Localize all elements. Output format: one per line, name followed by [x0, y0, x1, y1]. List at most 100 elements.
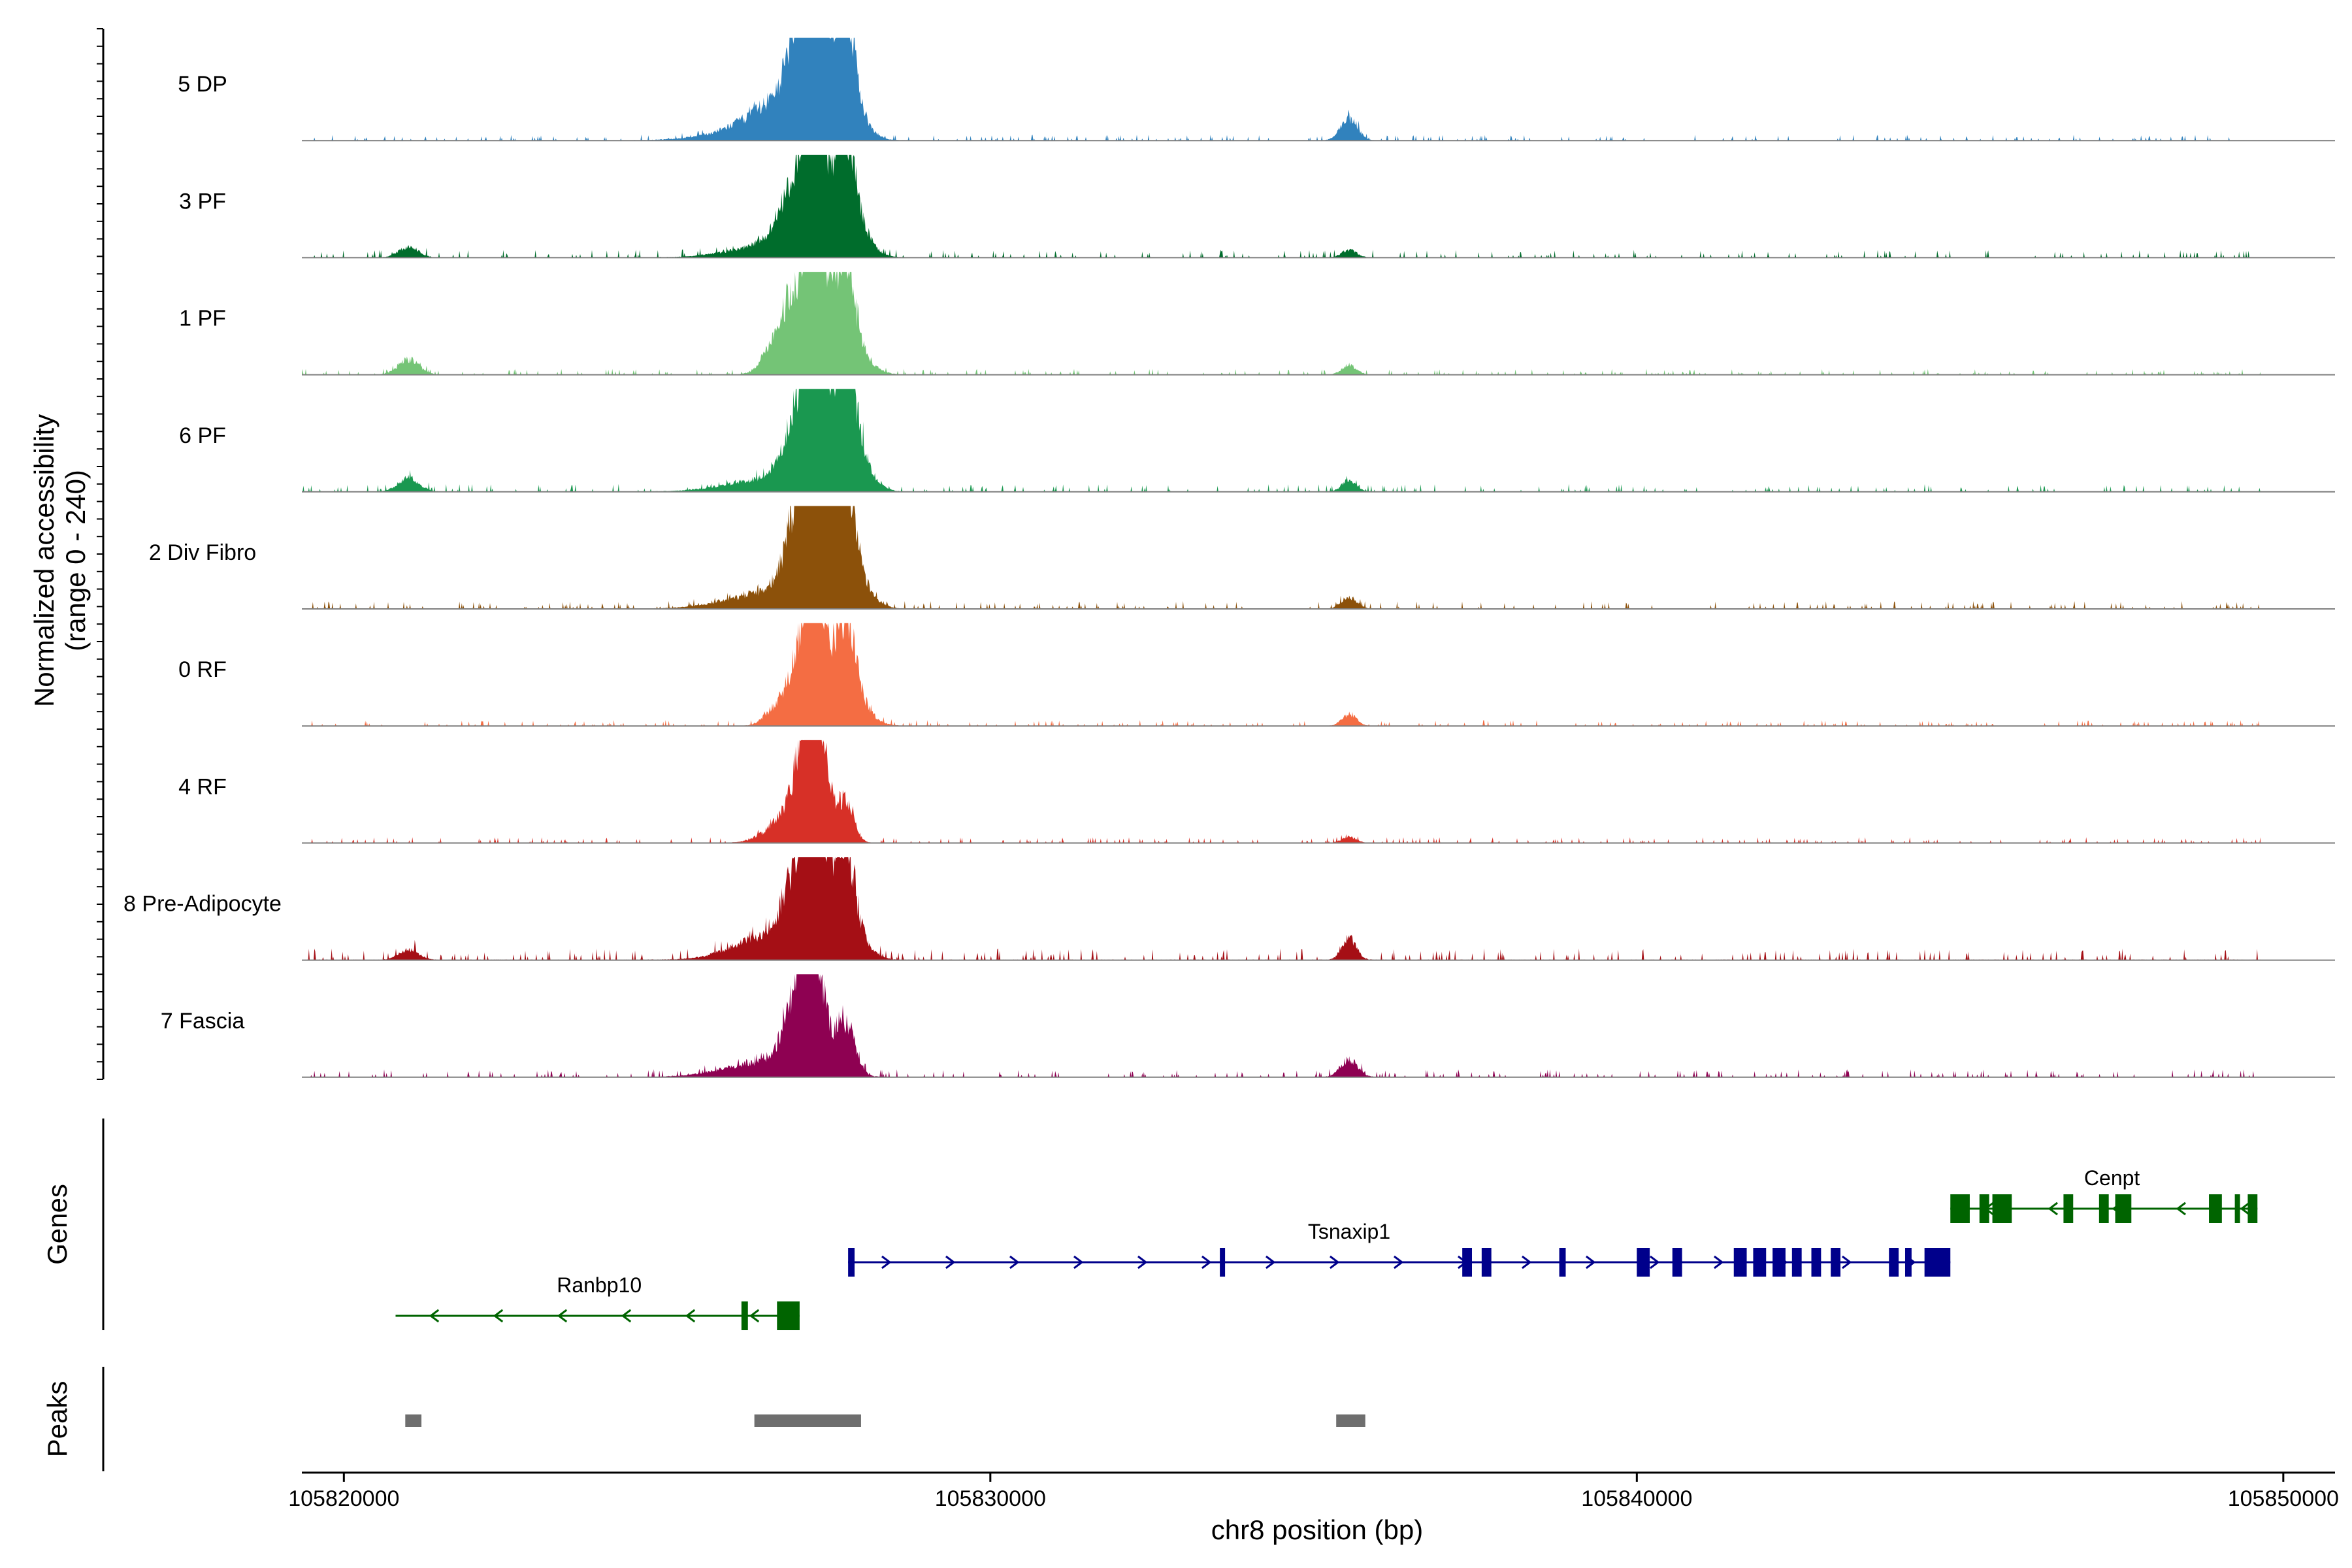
coverage-area	[302, 37, 2261, 141]
exon	[777, 1301, 800, 1330]
track-label: 7 Fascia	[161, 1009, 245, 1034]
track-7-fascia: 7 Fascia	[161, 974, 2335, 1078]
exon	[1924, 1248, 1951, 1277]
y-axis-label: Normalized accessibility(range 0 - 240)	[29, 414, 91, 707]
y-axis-label-line-1: Normalized accessibility	[29, 414, 59, 707]
peak-region	[405, 1414, 422, 1427]
strand-arrow	[2240, 1201, 2250, 1216]
exon	[2234, 1194, 2240, 1223]
strand-arrow	[557, 1309, 568, 1323]
exon	[1753, 1248, 1767, 1277]
strand-arrow	[1522, 1255, 1532, 1269]
exon	[2247, 1194, 2258, 1223]
track-2-div-fibro: 2 Div Fibro	[149, 506, 2335, 610]
exon	[848, 1248, 855, 1277]
exon	[741, 1301, 748, 1330]
track-label: 4 RF	[178, 774, 227, 799]
x-tick-label: 105830000	[935, 1486, 1046, 1511]
exon	[1772, 1248, 1786, 1277]
gene-label: Ranbp10	[557, 1273, 642, 1297]
track-1-pf: 1 PF	[179, 272, 2335, 376]
exon	[1889, 1248, 1899, 1277]
gene-label: Cenpt	[2084, 1166, 2140, 1190]
x-tick-label: 105820000	[288, 1486, 399, 1511]
exon	[1637, 1248, 1650, 1277]
track-label: 6 PF	[179, 423, 226, 448]
coverage-area	[302, 506, 2261, 609]
peaks-track	[405, 1414, 1365, 1427]
gene-cenpt: Cenpt	[1950, 1166, 2258, 1223]
strand-arrow	[1650, 1255, 1660, 1269]
track-4-rf: 4 RF	[178, 740, 2335, 844]
exon	[1462, 1248, 1473, 1277]
strand-arrow	[1266, 1255, 1276, 1269]
track-0-rf: 0 RF	[178, 623, 2335, 727]
exon	[1979, 1194, 1989, 1223]
strand-arrow	[1137, 1255, 1148, 1269]
gene-annotation-track: Cenpt Tsnaxip1 Ranbp10	[395, 1166, 2258, 1330]
genes-panel-label: Genes	[42, 1184, 73, 1265]
exon	[1481, 1248, 1492, 1277]
strand-arrow	[881, 1255, 892, 1269]
strand-arrow	[493, 1309, 504, 1323]
exon	[1733, 1248, 1747, 1277]
strand-arrow	[621, 1309, 632, 1323]
exon	[2209, 1194, 2222, 1223]
y-axis-label-line-2: (range 0 - 240)	[60, 470, 91, 651]
strand-arrow	[1842, 1255, 1852, 1269]
strand-arrow	[1714, 1255, 1724, 1269]
gene-ranbp10: Ranbp10	[395, 1273, 800, 1330]
x-tick-label: 105840000	[1581, 1486, 1692, 1511]
track-6-pf: 6 PF	[179, 389, 2335, 493]
x-axis-label: chr8 position (bp)	[1211, 1514, 1424, 1545]
exon	[1791, 1248, 1802, 1277]
strand-arrow	[1330, 1255, 1340, 1269]
coverage-area	[302, 623, 2261, 727]
strand-arrow	[1073, 1255, 1084, 1269]
exon	[1811, 1248, 1821, 1277]
strand-arrow	[749, 1309, 760, 1323]
strand-arrow	[945, 1255, 956, 1269]
track-label: 8 Pre-Adipocyte	[123, 892, 282, 917]
peak-region	[1336, 1414, 1365, 1427]
track-label: 5 DP	[178, 72, 227, 97]
strand-arrow	[1009, 1255, 1020, 1269]
peaks-panel-label: Peaks	[42, 1381, 73, 1458]
track-label: 1 PF	[179, 306, 226, 331]
track-label: 2 Div Fibro	[149, 540, 256, 565]
strand-arrow	[1586, 1255, 1596, 1269]
strand-arrow	[2176, 1201, 2186, 1216]
strand-arrow	[2048, 1201, 2058, 1216]
exon	[1831, 1248, 1841, 1277]
coverage-area	[302, 389, 2261, 492]
track-3-pf: 3 PF	[179, 154, 2335, 259]
track-label: 0 RF	[178, 657, 227, 682]
strand-arrow	[685, 1309, 696, 1323]
gene-label: Tsnaxip1	[1308, 1220, 1390, 1243]
exon	[1559, 1248, 1566, 1277]
axes: Normalized accessibility(range 0 - 240) G…	[29, 28, 2339, 1545]
track-label: 3 PF	[179, 189, 226, 214]
coverage-area	[302, 740, 2261, 843]
exon	[1992, 1194, 2012, 1223]
exon	[2115, 1194, 2132, 1223]
track-8-pre-adipocyte: 8 Pre-Adipocyte	[123, 857, 2335, 961]
strand-arrow	[429, 1309, 440, 1323]
strand-arrow	[1394, 1255, 1404, 1269]
coverage-area	[302, 272, 2261, 375]
exon	[1672, 1248, 1682, 1277]
gene-tsnaxip1: Tsnaxip1	[848, 1220, 1951, 1277]
coverage-area	[302, 154, 2261, 258]
exon	[1950, 1194, 1970, 1223]
exon	[2099, 1194, 2109, 1223]
coverage-tracks: 5 DP 3 PF 1 PF 6 PF 2 Div Fibro 0 RF 4 RF 8 Pre…	[123, 37, 2335, 1078]
coverage-area	[302, 974, 2261, 1077]
strand-arrow	[1201, 1255, 1212, 1269]
exon	[1220, 1248, 1226, 1277]
coverage-area	[302, 857, 2261, 960]
exon	[1904, 1248, 1912, 1277]
track-5-dp: 5 DP	[178, 37, 2335, 142]
x-tick-label: 105850000	[2228, 1486, 2339, 1511]
exon	[2063, 1194, 2074, 1223]
